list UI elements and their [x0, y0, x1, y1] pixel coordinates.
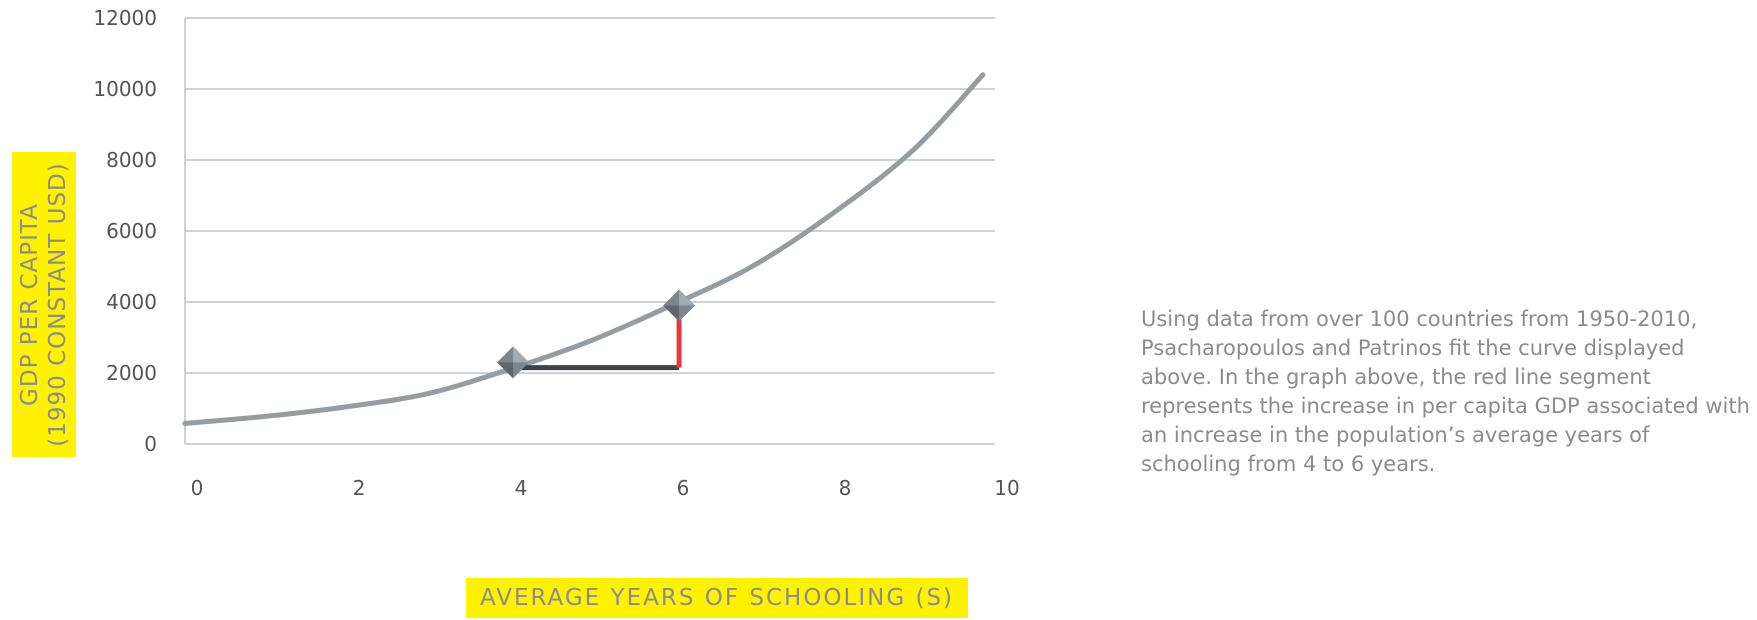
gdp-curve-line — [182, 72, 986, 426]
x-tick-label: 6 — [677, 476, 690, 500]
gridlines — [184, 17, 995, 445]
y-tick-label: 6000 — [106, 219, 157, 243]
y-axis-label-line-2: (1990 CONSTANT USD) — [45, 162, 71, 447]
y-tick-labels: 0 2000 4000 6000 8000 10000 12000 — [93, 6, 157, 456]
y-tick-label: 4000 — [106, 290, 157, 314]
x-tick-label: 8 — [839, 476, 852, 500]
x-tick-label: 0 — [191, 476, 204, 500]
x-axis-label: AVERAGE YEARS OF SCHOOLING (S) — [466, 578, 968, 618]
curve-markers — [497, 289, 696, 379]
x-tick-label: 4 — [515, 476, 528, 500]
x-tick-label: 10 — [994, 476, 1019, 500]
y-tick-label: 12000 — [93, 6, 157, 30]
y-tick-label: 8000 — [106, 148, 157, 172]
y-axis-label-highlight — [12, 152, 76, 457]
x-tick-labels: 0 2 4 6 8 10 — [191, 476, 1020, 500]
diamond-marker — [663, 289, 696, 322]
caption-text: Using data from over 100 countries from … — [1141, 307, 1750, 476]
x-tick-label: 2 — [353, 476, 366, 500]
y-tick-label: 0 — [144, 432, 157, 456]
y-axis-label: GDP PER CAPITA (1990 CONSTANT USD) — [12, 152, 76, 457]
diamond-marker — [497, 346, 530, 379]
y-tick-label: 2000 — [106, 361, 157, 385]
y-tick-label: 10000 — [93, 77, 157, 101]
y-axis-label-line-1: GDP PER CAPITA — [17, 203, 43, 406]
